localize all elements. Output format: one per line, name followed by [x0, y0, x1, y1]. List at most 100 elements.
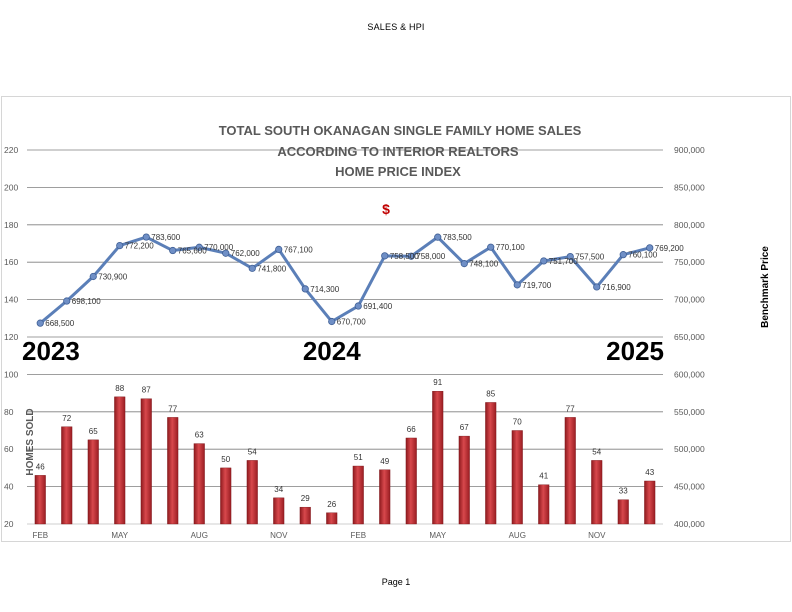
year-label: 2024 — [303, 336, 361, 366]
homes-sold-data-label: 43 — [645, 468, 654, 477]
homes-sold-bar — [193, 443, 205, 525]
homes-sold-data-label: 77 — [566, 404, 575, 413]
homes-sold-bar — [591, 460, 603, 525]
chart-title-line-3: HOME PRICE INDEX — [335, 164, 461, 179]
homes-sold-data-label: 85 — [486, 389, 495, 398]
benchmark-price-data-label: 719,700 — [522, 281, 551, 290]
benchmark-price-point — [301, 285, 309, 293]
benchmark-price-data-label: 767,100 — [284, 245, 313, 254]
benchmark-price-point — [434, 233, 442, 241]
homes-sold-data-label: 46 — [36, 462, 45, 471]
benchmark-price-line — [36, 233, 654, 327]
homes-sold-bar — [564, 417, 576, 525]
benchmark-price-polyline — [39, 235, 651, 325]
homes-sold-data-label: 87 — [142, 386, 151, 395]
year-label: 2023 — [22, 336, 80, 366]
benchmark-price-point — [354, 302, 362, 310]
right-tick-label: 500,000 — [674, 444, 705, 454]
left-axis-label: HOMES SOLD — [25, 408, 36, 475]
homes-sold-bar — [405, 437, 417, 525]
benchmark-price-point — [142, 233, 150, 241]
benchmark-price-point — [63, 297, 71, 305]
benchmark-price-data-label: 772,200 — [125, 242, 154, 251]
benchmark-price-data-label: 714,300 — [310, 285, 339, 294]
benchmark-price-point — [89, 272, 97, 281]
benchmark-price-point — [646, 244, 654, 252]
benchmark-price-data-label: 783,600 — [151, 233, 180, 242]
homes-sold-data-label: 66 — [407, 425, 416, 434]
chart-frame — [1, 96, 791, 542]
benchmark-price-point — [36, 319, 44, 327]
homes-sold-bar — [167, 417, 179, 525]
benchmark-price-point — [169, 246, 177, 255]
benchmark-price-data-label: 783,500 — [443, 233, 472, 242]
x-tick-label: AUG — [191, 531, 208, 540]
homes-sold-data-label: 67 — [460, 423, 469, 432]
benchmark-price-data-label: 691,400 — [363, 302, 392, 311]
left-tick-label: 120 — [4, 332, 18, 342]
right-tick-label: 900,000 — [674, 145, 705, 155]
homes-sold-data-label: 91 — [433, 378, 442, 387]
benchmark-price-point — [381, 252, 389, 260]
homes-sold-bar — [379, 469, 391, 525]
right-tick-label: 400,000 — [674, 519, 705, 529]
dollar-symbol: $ — [382, 201, 390, 217]
homes-sold-bar — [511, 430, 523, 525]
benchmark-price-data-label: 668,500 — [45, 319, 74, 328]
homes-sold-data-label: 54 — [248, 447, 257, 456]
homes-sold-data-label: 65 — [89, 427, 98, 436]
benchmark-price-data-label: 757,500 — [575, 253, 604, 262]
benchmark-price-data-label: 770,100 — [496, 243, 525, 252]
homes-sold-bar — [432, 391, 444, 525]
benchmark-price-data-label: 730,900 — [98, 272, 127, 281]
benchmark-price-point — [566, 252, 574, 261]
homes-sold-bar — [617, 499, 629, 525]
benchmark-price-point — [460, 260, 468, 268]
homes-sold-data-label: 41 — [539, 472, 548, 481]
axes: 20 400,000 40 450,000 60 500,000 80 550,000 100 6… — [4, 145, 705, 540]
homes-sold-bar — [273, 497, 285, 525]
x-tick-label: MAY — [429, 531, 446, 540]
right-tick-label: 450,000 — [674, 482, 705, 492]
benchmark-price-data-label: 741,800 — [257, 264, 286, 273]
homes-sold-bar — [458, 435, 470, 525]
data-labels: 46 72 65 88 87 77 63 50 54 34 29 26 51 49 66 91 67 85 70 41… — [36, 233, 684, 509]
benchmark-price-data-label: 758,000 — [416, 252, 445, 261]
benchmark-price-data-label: 698,100 — [72, 297, 101, 306]
benchmark-price-data-label: 716,900 — [602, 283, 631, 292]
homes-sold-data-label: 29 — [301, 494, 310, 503]
homes-sold-bar — [538, 484, 550, 525]
left-tick-label: 160 — [4, 257, 18, 267]
chart-title-line-2: ACCORDING TO INTERIOR REALTORS — [277, 144, 519, 159]
x-tick-label: FEB — [350, 531, 366, 540]
benchmark-price-data-label: 751,700 — [549, 257, 578, 266]
left-tick-label: 200 — [4, 182, 18, 192]
benchmark-price-point — [195, 243, 203, 251]
right-axis-label: Benchmark Price — [760, 246, 771, 328]
benchmark-price-data-label: 769,200 — [655, 244, 684, 253]
right-tick-label: 550,000 — [674, 407, 705, 417]
homes-sold-bar — [114, 396, 126, 525]
homes-sold-data-label: 34 — [274, 485, 283, 494]
x-tick-label: AUG — [509, 531, 526, 540]
benchmark-price-point — [328, 317, 336, 326]
benchmark-price-point — [593, 283, 601, 291]
benchmark-price-point — [275, 245, 283, 254]
homes-sold-data-label: 70 — [513, 418, 522, 427]
benchmark-price-data-label: 670,700 — [337, 318, 366, 327]
year-label: 2025 — [606, 336, 664, 366]
left-tick-label: 20 — [4, 519, 14, 529]
homes-sold-bar — [246, 460, 258, 525]
benchmark-price-point — [619, 251, 627, 259]
chart-title-line-1: TOTAL SOUTH OKANAGAN SINGLE FAMILY HOME … — [219, 123, 582, 138]
right-tick-label: 650,000 — [674, 332, 705, 342]
homes-sold-bar — [220, 467, 232, 525]
benchmark-price-data-label: 748,100 — [469, 260, 498, 269]
right-tick-label: 600,000 — [674, 369, 705, 379]
homes-sold-bar — [61, 426, 73, 525]
homes-sold-data-label: 77 — [168, 404, 177, 413]
homes-sold-bar — [140, 398, 152, 525]
benchmark-price-data-label: 770,000 — [204, 243, 233, 252]
homes-sold-bar — [485, 402, 497, 525]
homes-sold-bar — [352, 465, 364, 525]
